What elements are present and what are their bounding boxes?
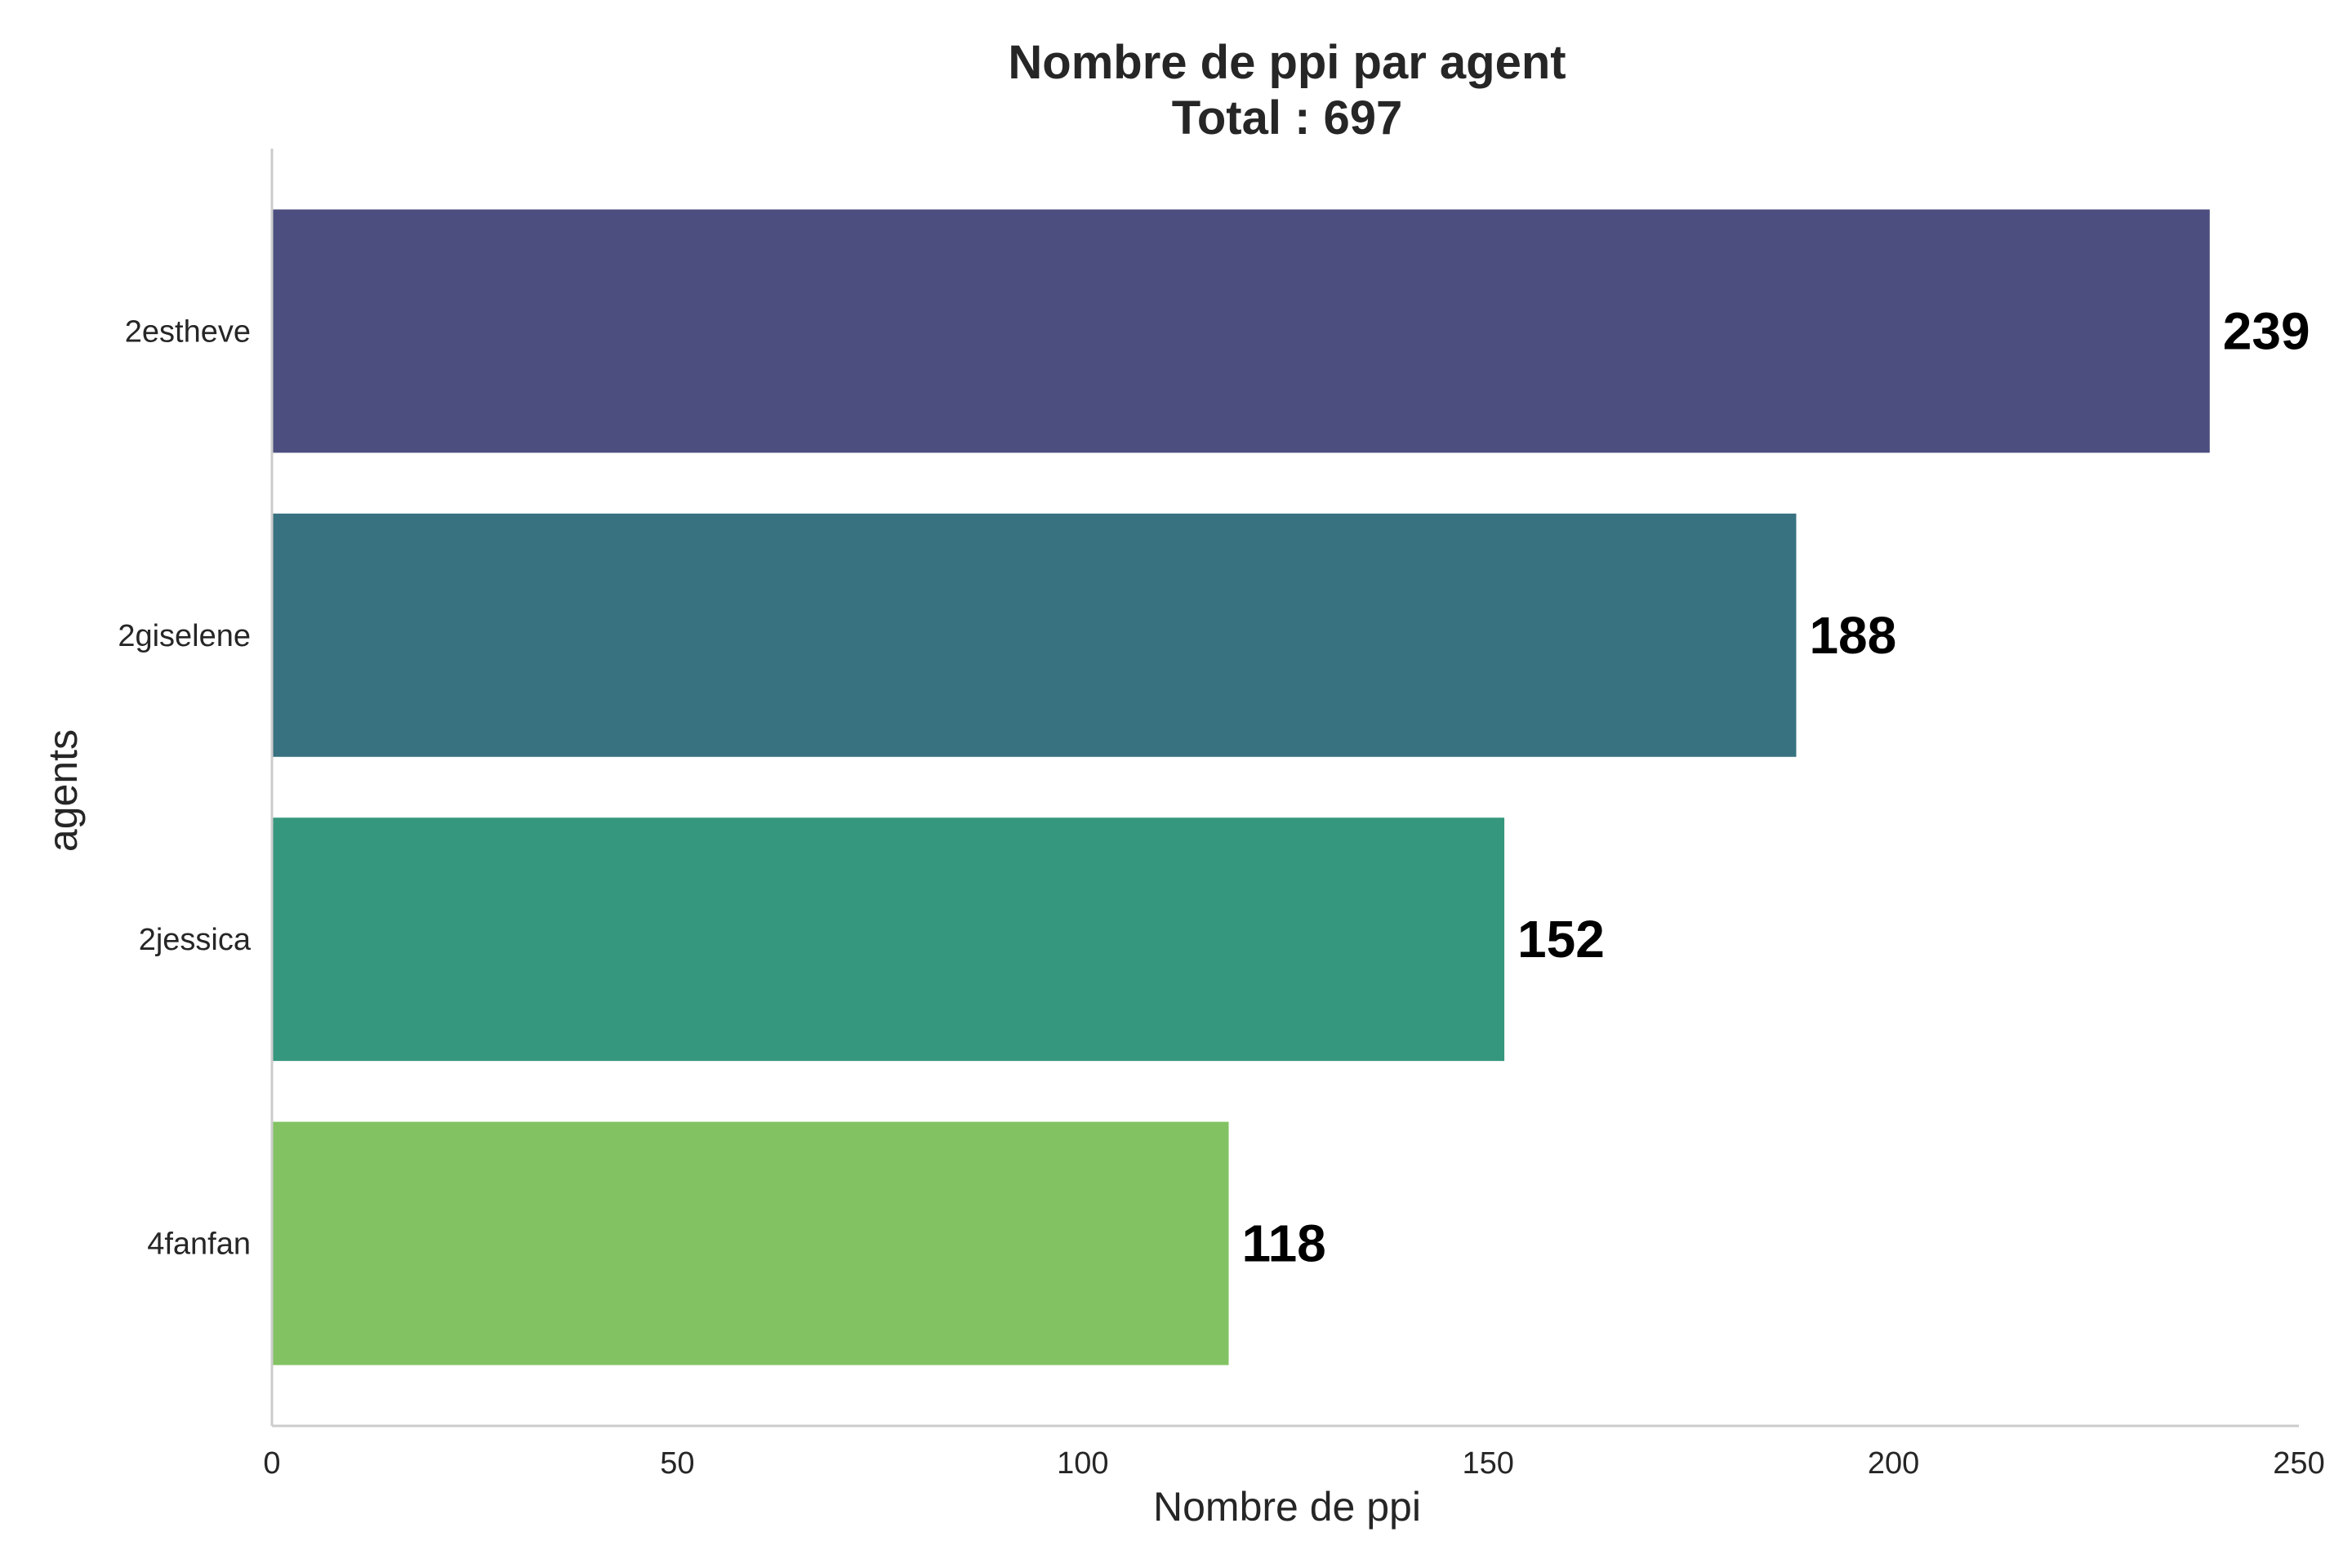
bar-2jessica bbox=[272, 817, 1505, 1062]
bars-layer bbox=[272, 209, 2210, 1365]
x-axis-ticks: 0 50 100 150 200 250 bbox=[263, 1446, 2324, 1481]
x-axis-label: Nombre de ppi bbox=[1153, 1484, 1421, 1530]
bar-4fanfan bbox=[272, 1121, 1229, 1365]
value-labels-layer: 239 188 152 118 bbox=[1242, 301, 2310, 1272]
x-tick-label-150: 150 bbox=[1462, 1446, 1513, 1481]
y-tick-label-4fanfan: 4fanfan bbox=[147, 1227, 251, 1262]
value-label-4fanfan: 118 bbox=[1242, 1214, 1326, 1273]
y-axis-label: agents bbox=[40, 729, 86, 852]
x-tick-label-100: 100 bbox=[1057, 1446, 1108, 1481]
x-tick-label-0: 0 bbox=[263, 1446, 280, 1481]
x-tick-label-50: 50 bbox=[660, 1446, 694, 1481]
y-tick-label-2giselene: 2giselene bbox=[118, 619, 251, 653]
chart-title: Nombre de ppi par agent bbox=[1008, 36, 1566, 89]
x-tick-label-250: 250 bbox=[2273, 1446, 2324, 1481]
value-label-2giselene: 188 bbox=[1809, 606, 1896, 665]
bar-2estheve bbox=[272, 209, 2210, 453]
chart-subtitle: Total : 697 bbox=[1172, 91, 1403, 145]
y-axis-ticks: 2estheve 2giselene 2jessica 4fanfan bbox=[118, 314, 252, 1261]
bar-2giselene bbox=[272, 513, 1797, 757]
x-tick-label-200: 200 bbox=[1868, 1446, 1919, 1481]
value-label-2jessica: 152 bbox=[1517, 910, 1605, 969]
y-tick-label-2jessica: 2jessica bbox=[139, 923, 252, 957]
value-label-2estheve: 239 bbox=[2223, 301, 2310, 360]
y-tick-label-2estheve: 2estheve bbox=[125, 314, 251, 349]
